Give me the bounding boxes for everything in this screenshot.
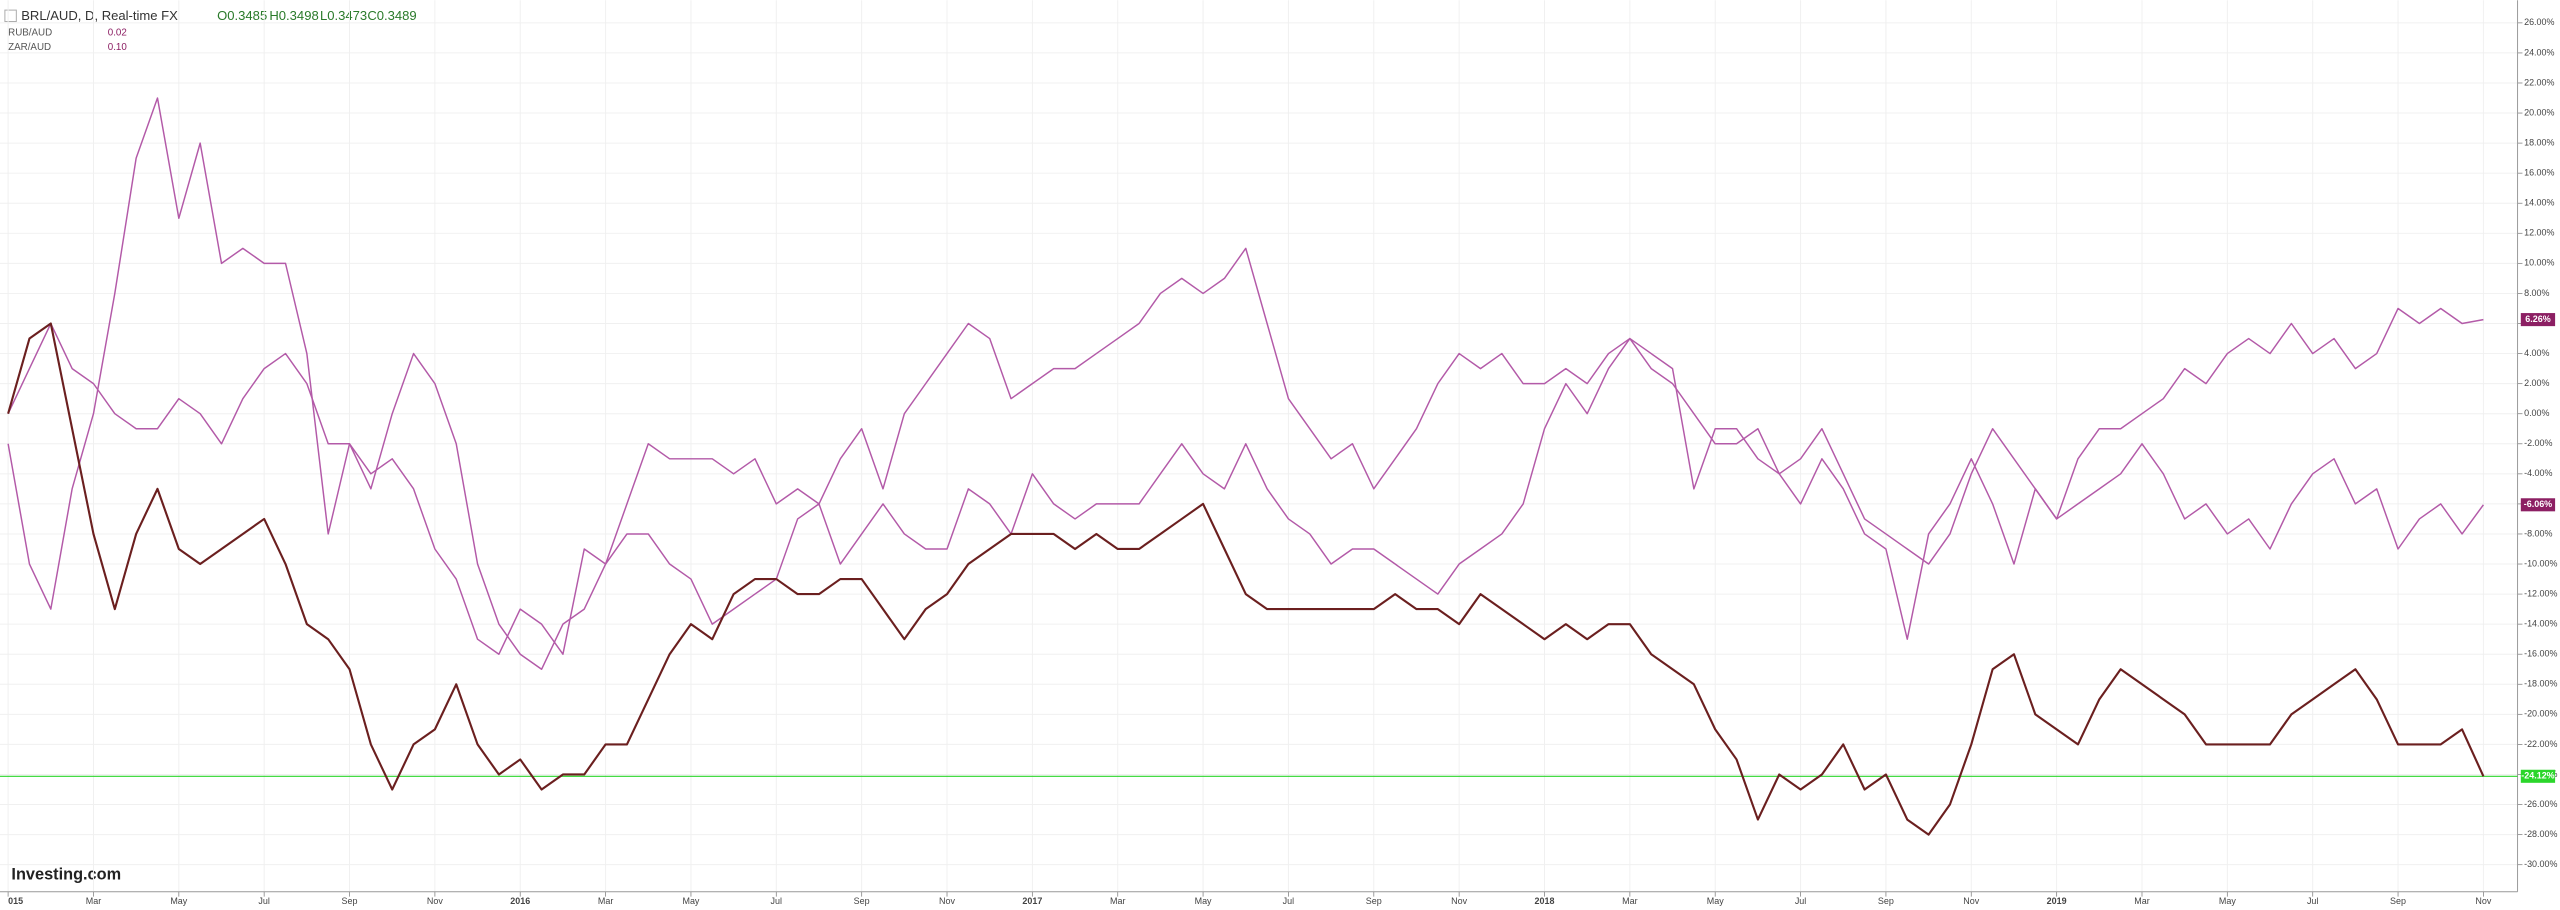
legend-name: RUB/AUD xyxy=(8,28,52,39)
x-tick-label: Sep xyxy=(1878,896,1894,906)
x-tick-label: May xyxy=(682,896,699,906)
x-tick-label: May xyxy=(2219,896,2236,906)
ohlc-high: H0.3498 xyxy=(269,8,318,23)
y-tick-label: -10.00% xyxy=(2524,558,2557,568)
x-tick-label: Mar xyxy=(2134,896,2149,906)
x-tick-label: Jul xyxy=(1283,896,1294,906)
y-tick-label: 10.00% xyxy=(2524,258,2554,268)
x-tick-label: Sep xyxy=(2390,896,2406,906)
x-tick-label: May xyxy=(1707,896,1724,906)
y-tick-label: 12.00% xyxy=(2524,228,2554,238)
x-tick-label: 2017 xyxy=(1022,896,1042,906)
x-tick-label: Mar xyxy=(86,896,101,906)
x-tick-label: 2018 xyxy=(1535,896,1555,906)
x-tick-label: 2016 xyxy=(510,896,530,906)
legend-name: ZAR/AUD xyxy=(8,42,51,53)
end-label-box xyxy=(2520,769,2556,783)
x-tick-label: Jul xyxy=(771,896,782,906)
x-tick-label: Mar xyxy=(1110,896,1125,906)
y-tick-label: 20.00% xyxy=(2524,107,2554,117)
y-tick-label: -18.00% xyxy=(2524,679,2557,689)
y-tick-label: 22.00% xyxy=(2524,77,2554,87)
y-tick-label: 2.00% xyxy=(2524,378,2549,388)
y-tick-label: -4.00% xyxy=(2524,468,2552,478)
y-tick-label: 24.00% xyxy=(2524,47,2554,57)
end-label: -6.06% xyxy=(2524,499,2552,509)
x-tick-label: Nov xyxy=(427,896,443,906)
series-line xyxy=(7,322,2485,670)
y-tick-label: 14.00% xyxy=(2524,198,2554,208)
y-tick-label: -8.00% xyxy=(2524,528,2552,538)
series-line xyxy=(7,322,2485,836)
x-tick-label: Jul xyxy=(258,896,269,906)
y-tick-label: 18.00% xyxy=(2524,137,2554,147)
y-tick-label: 8.00% xyxy=(2524,288,2549,298)
x-tick-label: Sep xyxy=(1366,896,1382,906)
x-tick-label: Mar xyxy=(598,896,613,906)
watermark: Investing.com xyxy=(11,866,121,884)
x-tick-label: Mar xyxy=(1622,896,1637,906)
x-tick-label: Sep xyxy=(342,896,358,906)
x-tick-label: 2019 xyxy=(2047,896,2067,906)
ohlc-close: C0.3489 xyxy=(367,8,416,23)
ohlc-open: O0.3485 xyxy=(217,8,267,23)
legend-value: 0.10 xyxy=(108,42,128,53)
x-tick-label: Jul xyxy=(1795,896,1806,906)
y-tick-label: -28.00% xyxy=(2524,829,2557,839)
y-tick-label: -26.00% xyxy=(2524,799,2557,809)
x-tick-label: Sep xyxy=(854,896,870,906)
x-tick-label: Jul xyxy=(2307,896,2318,906)
x-tick-label: May xyxy=(1195,896,1212,906)
y-tick-label: -22.00% xyxy=(2524,739,2557,749)
y-tick-label: -16.00% xyxy=(2524,649,2557,659)
collapse-icon[interactable] xyxy=(4,9,17,23)
x-tick-label: Nov xyxy=(1451,896,1467,906)
chart-title: BRL/AUD, D, Real-time FX xyxy=(21,8,178,23)
legend-value: 0.02 xyxy=(108,28,127,39)
y-tick-label: 16.00% xyxy=(2524,168,2554,178)
y-tick-label: -2.00% xyxy=(2524,438,2552,448)
x-tick-label: May xyxy=(170,896,187,906)
y-tick-label: 0.00% xyxy=(2524,408,2549,418)
x-tick-label: Nov xyxy=(939,896,955,906)
end-label: -24.12% xyxy=(2521,771,2554,781)
y-tick-label: -12.00% xyxy=(2524,588,2557,598)
y-tick-label: -30.00% xyxy=(2524,859,2557,869)
end-label: 6.26% xyxy=(2525,314,2550,324)
x-tick-label: 015 xyxy=(8,896,23,906)
y-tick-label: -14.00% xyxy=(2524,619,2557,629)
ohlc-low: L0.3473 xyxy=(320,8,367,23)
x-tick-label: Nov xyxy=(2475,896,2491,906)
end-label-box xyxy=(2520,498,2556,512)
x-tick-label: Nov xyxy=(1963,896,1979,906)
y-tick-label: 4.00% xyxy=(2524,348,2549,358)
series-line xyxy=(7,97,2484,655)
y-tick-label: -20.00% xyxy=(2524,709,2557,719)
end-label-box xyxy=(2520,313,2556,327)
y-tick-label: 26.00% xyxy=(2524,17,2554,27)
